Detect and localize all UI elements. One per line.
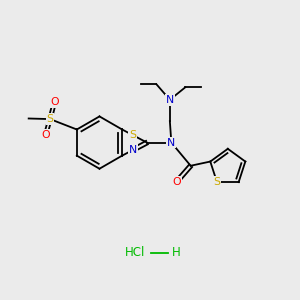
Text: N: N [166, 95, 174, 105]
Text: S: S [46, 114, 54, 124]
Text: O: O [41, 130, 50, 140]
Text: S: S [214, 177, 220, 187]
Text: O: O [50, 97, 59, 107]
Text: HCl: HCl [125, 246, 145, 259]
Text: H: H [172, 246, 181, 259]
Text: O: O [172, 177, 181, 187]
Text: S: S [129, 130, 136, 140]
Text: N: N [128, 145, 137, 155]
Text: N: N [167, 138, 176, 148]
